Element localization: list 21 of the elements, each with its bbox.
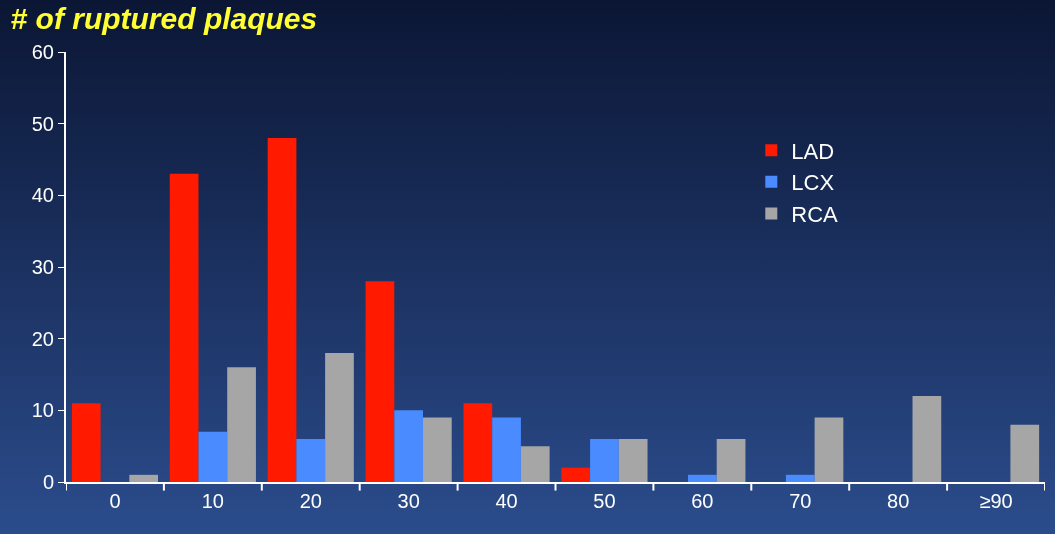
y-tick-label: 50: [31, 112, 54, 135]
y-tick-label: 40: [31, 184, 54, 207]
legend-label: LAD: [791, 138, 835, 164]
chart-title: # of ruptured plaques: [10, 2, 318, 36]
y-tick-label: 0: [42, 471, 54, 493]
x-tick-label: 60: [691, 490, 714, 512]
x-tick-label: 80: [887, 490, 910, 512]
y-tick-label: 20: [31, 327, 54, 350]
x-tick-label: 10: [201, 490, 224, 512]
x-tick-label: 70: [789, 490, 812, 512]
legend-label: RCA: [791, 201, 839, 227]
x-tick-label: 30: [397, 490, 420, 512]
y-tick-label: 60: [31, 41, 54, 63]
x-tick-label: 50: [593, 490, 616, 512]
y-tick-label: 30: [31, 256, 54, 278]
legend-label: LCX: [791, 170, 835, 196]
x-tick-label: 20: [299, 490, 322, 512]
x-tick-label: 40: [495, 490, 518, 512]
x-tick-label: ≥90: [979, 490, 1013, 512]
y-tick-label: 10: [31, 399, 54, 422]
x-tick-label: 0: [109, 490, 121, 512]
